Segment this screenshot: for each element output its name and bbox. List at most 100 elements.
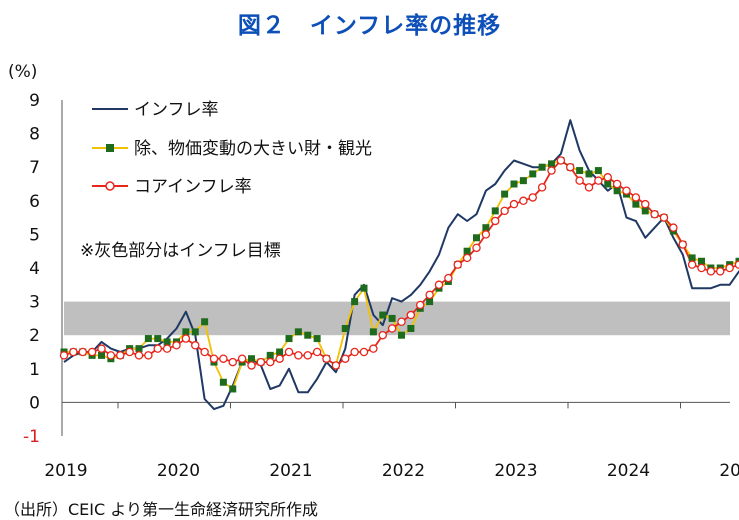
- data-point: [116, 351, 125, 360]
- y-tick-label: 2: [29, 326, 40, 346]
- data-point: [378, 330, 387, 340]
- y-tick-label: -1: [23, 427, 40, 447]
- data-point: [153, 344, 162, 353]
- x-tick-label: 2021: [269, 461, 312, 481]
- data-point: [678, 240, 688, 249]
- data-point: [135, 345, 143, 353]
- data-point: [556, 156, 566, 165]
- data-point: [734, 260, 739, 269]
- data-point: [144, 335, 152, 343]
- data-point: [351, 298, 359, 306]
- data-point: [594, 176, 603, 185]
- data-point: [481, 230, 491, 239]
- data-point: [303, 351, 312, 360]
- data-point: [98, 351, 105, 359]
- data-point: [509, 199, 519, 209]
- y-axis-unit: (%): [8, 62, 38, 82]
- data-point: [172, 341, 181, 350]
- data-point: [584, 183, 594, 192]
- data-point: [688, 254, 696, 262]
- data-point: [612, 179, 622, 189]
- data-point: [650, 209, 659, 219]
- data-point: [482, 224, 490, 232]
- data-point: [144, 351, 153, 360]
- x-tick-label: 2025: [719, 461, 739, 481]
- data-point: [434, 280, 444, 290]
- data-point: [697, 263, 706, 273]
- data-point: [566, 162, 575, 172]
- data-point: [725, 263, 734, 273]
- data-point: [537, 183, 547, 192]
- target-band: [64, 301, 730, 336]
- data-point: [425, 290, 434, 300]
- data-point: [163, 338, 171, 346]
- data-point: [134, 351, 144, 360]
- data-point: [369, 344, 378, 353]
- data-point: [219, 354, 228, 363]
- data-point: [162, 344, 172, 353]
- data-point: [294, 351, 303, 360]
- data-point: [613, 187, 621, 195]
- data-point: [181, 334, 191, 343]
- y-tick-label: 8: [29, 125, 40, 145]
- x-tick-label: 2023: [494, 461, 537, 481]
- data-point: [687, 260, 697, 269]
- data-point: [360, 284, 368, 292]
- x-tick-label: 2019: [44, 461, 87, 481]
- legend-marker-excluding: [106, 144, 114, 152]
- y-tick-label: 9: [29, 91, 40, 111]
- data-point: [78, 347, 88, 357]
- data-point: [463, 247, 471, 255]
- data-point: [641, 207, 649, 215]
- data-point: [632, 200, 640, 208]
- legend-label-core: コアインフレ率: [134, 177, 252, 197]
- data-point: [350, 347, 359, 357]
- data-point: [603, 173, 613, 182]
- data-point: [698, 257, 705, 265]
- data-point: [285, 335, 293, 343]
- data-point: [462, 253, 472, 263]
- data-point: [406, 310, 416, 320]
- data-point: [453, 260, 462, 269]
- data-point: [87, 347, 97, 357]
- data-point: [294, 328, 302, 336]
- legend: インフレ率 除、物価変動の大きい財・観光 コアインフレ率: [92, 100, 372, 197]
- data-point: [491, 207, 499, 215]
- data-point: [576, 167, 584, 175]
- data-point: [706, 267, 716, 276]
- data-point: [575, 176, 584, 185]
- data-point: [201, 318, 209, 326]
- target-band-annotation: ※灰色部分はインフレ目標: [80, 241, 281, 261]
- data-point: [331, 361, 341, 370]
- series-layer: [59, 119, 739, 411]
- data-point: [415, 300, 425, 310]
- data-point: [490, 216, 500, 226]
- data-point: [191, 328, 199, 336]
- series-line-0: [63, 119, 739, 411]
- y-tick-labels: -1 0 1 2 3 4 5 6 7 8 9: [23, 91, 40, 447]
- data-point: [190, 341, 200, 350]
- data-point: [510, 180, 518, 188]
- data-point: [312, 347, 322, 357]
- data-point: [106, 351, 116, 360]
- data-point: [472, 243, 481, 253]
- data-point: [716, 267, 725, 276]
- data-point: [237, 354, 247, 363]
- y-tick-label: 0: [29, 393, 40, 413]
- data-point: [501, 190, 509, 198]
- y-tick-label: 6: [29, 192, 40, 212]
- data-point: [248, 355, 255, 363]
- data-point: [247, 361, 256, 370]
- data-point: [69, 347, 78, 357]
- data-point: [594, 167, 602, 175]
- data-point: [341, 324, 349, 332]
- y-tick-label: 3: [29, 293, 40, 313]
- data-point: [631, 193, 641, 202]
- data-point: [528, 193, 538, 202]
- data-point: [500, 206, 509, 216]
- data-point: [529, 170, 537, 178]
- data-point: [154, 335, 162, 343]
- data-point: [340, 354, 350, 363]
- data-point: [229, 385, 237, 393]
